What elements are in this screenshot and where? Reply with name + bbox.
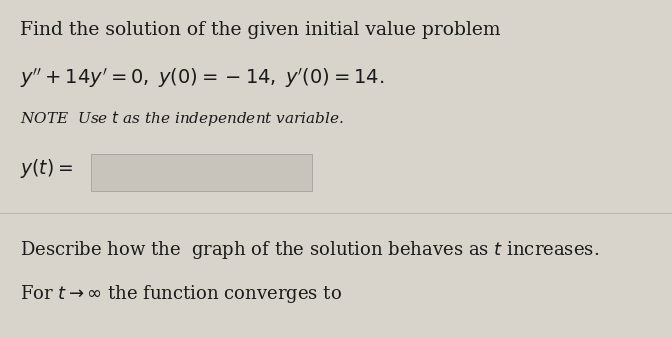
Text: For $t \rightarrow \infty$ the function converges to: For $t \rightarrow \infty$ the function … <box>20 283 342 305</box>
FancyBboxPatch shape <box>91 154 312 191</box>
Text: Describe how the  graph of the solution behaves as $t$ increases.: Describe how the graph of the solution b… <box>20 239 599 261</box>
Text: $y'' + 14y' = 0,\; y(0) = -14,\; y'(0) = 14.$: $y'' + 14y' = 0,\; y(0) = -14,\; y'(0) =… <box>20 66 384 90</box>
Text: $y(t) = $: $y(t) = $ <box>20 158 73 180</box>
Text: NOTE  Use $t$ as the independent variable.: NOTE Use $t$ as the independent variable… <box>20 109 344 128</box>
Text: Find the solution of the given initial value problem: Find the solution of the given initial v… <box>20 21 501 40</box>
